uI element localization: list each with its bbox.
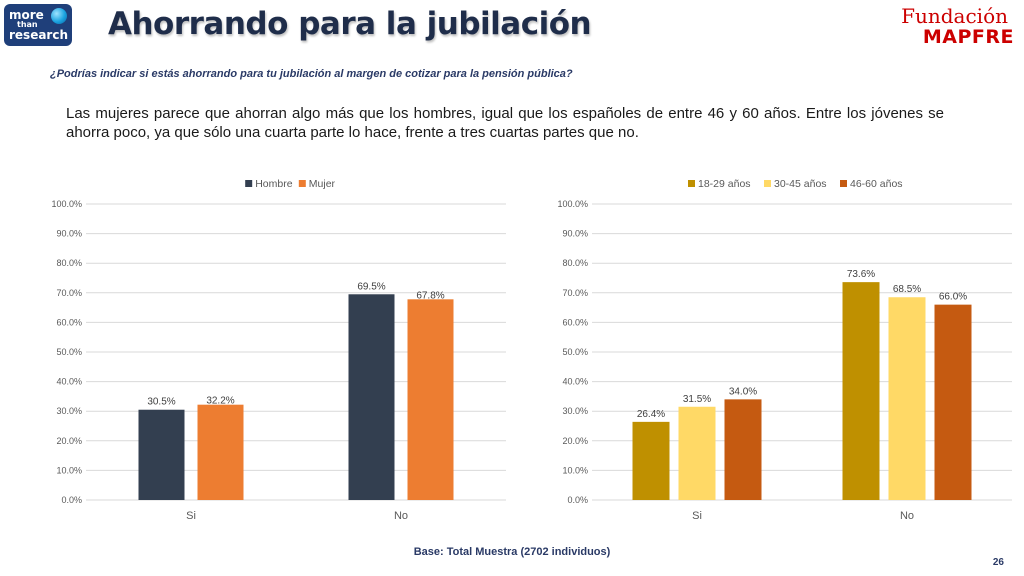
x-category-label: Si — [186, 510, 196, 522]
y-tick-label: 50.0% — [562, 347, 588, 357]
data-label: 66.0% — [939, 292, 967, 303]
brand-fundacion: Fundación — [901, 4, 1008, 28]
legend-label: Hombre — [255, 178, 293, 190]
logo-line-1: more — [9, 8, 44, 22]
bar — [138, 409, 185, 500]
legend-swatch — [840, 180, 847, 187]
page-title: Ahorrando para la jubilación — [108, 6, 592, 42]
y-tick-label: 0.0% — [61, 495, 82, 505]
y-tick-label: 20.0% — [562, 436, 588, 446]
logo-line-2: than — [17, 20, 38, 29]
brand-mapfre: MAPFRE — [922, 26, 1014, 48]
data-label: 31.5% — [683, 394, 711, 405]
data-label: 69.5% — [357, 281, 385, 292]
data-label: 73.6% — [847, 269, 875, 280]
base-note: Base: Total Muestra (2702 individuos) — [413, 546, 611, 558]
y-tick-label: 20.0% — [56, 436, 82, 446]
chart-age: 0.0% 10.0% 20.0% 30.0% 40.0% 50.0% 60.0% 70.0% 8… — [557, 178, 1012, 522]
y-tick-label: 30.0% — [562, 406, 588, 416]
logo-line-3: research — [9, 28, 69, 42]
survey-question: ¿Podrías indicar si estás ahorrando para… — [50, 68, 573, 80]
y-tick-label: 90.0% — [56, 229, 82, 239]
data-label: 32.2% — [206, 396, 234, 407]
y-tick-label: 60.0% — [562, 317, 588, 327]
bar — [632, 421, 670, 500]
y-tick-label: 10.0% — [56, 465, 82, 475]
y-tick-label: 50.0% — [56, 347, 82, 357]
bar — [678, 406, 716, 500]
y-tick-label: 30.0% — [56, 406, 82, 416]
y-tick-label: 40.0% — [56, 377, 82, 387]
y-tick-label: 60.0% — [56, 317, 82, 327]
x-category-label: Si — [692, 510, 702, 522]
legend-swatch — [764, 180, 771, 187]
legend-swatch — [245, 180, 253, 187]
data-label: 67.8% — [416, 290, 444, 301]
y-tick-label: 90.0% — [562, 229, 588, 239]
bar — [348, 294, 395, 500]
x-category-label: No — [394, 510, 408, 522]
bar — [934, 304, 972, 500]
y-tick-label: 70.0% — [56, 288, 82, 298]
legend-label: 30-45 años — [774, 178, 827, 190]
page-number: 26 — [992, 557, 1004, 568]
data-label: 34.0% — [729, 386, 757, 397]
legend-label: Mujer — [309, 178, 336, 190]
data-label: 68.5% — [893, 284, 921, 295]
data-label: 26.4% — [637, 409, 665, 420]
y-tick-label: 40.0% — [562, 377, 588, 387]
globe-icon — [51, 8, 67, 24]
legend-label: 46-60 años — [850, 178, 903, 190]
bar — [888, 297, 926, 500]
data-label: 30.5% — [147, 397, 175, 408]
x-category-label: No — [900, 510, 914, 522]
y-tick-label: 80.0% — [56, 258, 82, 268]
bar — [197, 404, 244, 500]
legend-label: 18-29 años — [698, 178, 751, 190]
bar — [407, 299, 454, 500]
y-tick-label: 10.0% — [562, 465, 588, 475]
y-tick-label: 0.0% — [567, 495, 588, 505]
y-tick-label: 70.0% — [562, 288, 588, 298]
summary-text: Las mujeres parece que ahorran algo más … — [66, 105, 944, 141]
legend-swatch — [298, 180, 306, 187]
y-tick-label: 80.0% — [562, 258, 588, 268]
chart-gender: 0.0% 10.0% 20.0% 30.0% 40.0% 50.0% 60.0% 70.0% 8… — [51, 178, 506, 522]
bar — [724, 399, 762, 500]
y-tick-label: 100.0% — [51, 199, 82, 209]
y-tick-label: 100.0% — [557, 199, 588, 209]
more-than-research-logo: more than research — [4, 4, 72, 46]
bar — [842, 282, 880, 500]
legend-swatch — [688, 180, 695, 187]
